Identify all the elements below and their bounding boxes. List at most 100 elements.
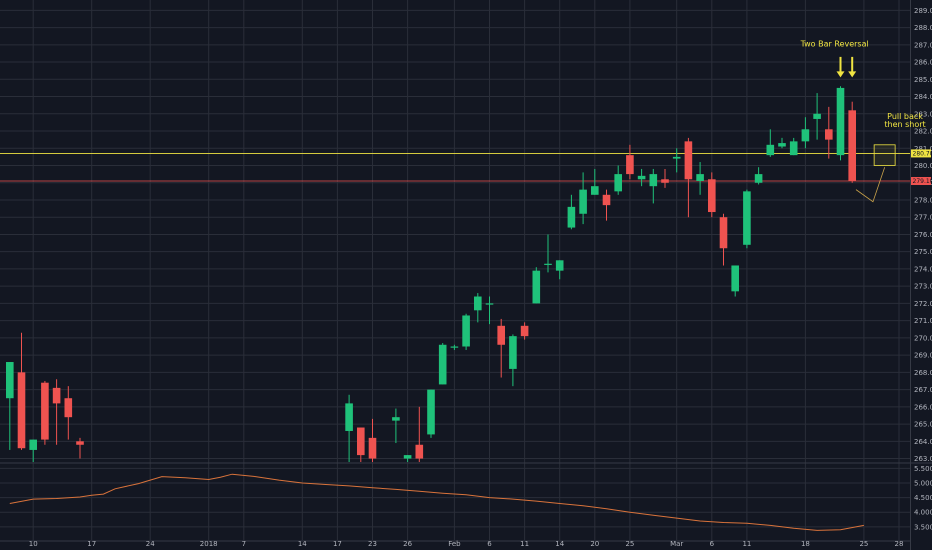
candle-body	[474, 296, 482, 311]
candle-up	[532, 267, 541, 304]
price-badge-label: 279.10	[913, 178, 932, 185]
x-tick-label: 24	[146, 540, 155, 548]
y-tick-label: 270.00	[914, 334, 932, 342]
candle-down	[719, 213, 728, 266]
candle-body	[567, 206, 576, 228]
candle-up	[614, 165, 622, 195]
x-tick-label: 25	[859, 540, 868, 548]
candle-down	[17, 332, 26, 450]
candle-up	[544, 234, 552, 273]
candle-down	[708, 172, 716, 218]
indicator-pane	[9, 473, 864, 531]
x-tick-label: 2018	[200, 540, 218, 548]
candle-down	[415, 406, 424, 462]
candle-down	[626, 144, 634, 180]
candle-up	[567, 194, 576, 230]
candle-body	[368, 437, 377, 459]
y-tick-label: 289.00	[914, 7, 932, 15]
target-zone-box	[873, 144, 896, 166]
annotation-pull-back-line: Pull back	[887, 112, 923, 121]
candle-down	[41, 380, 49, 445]
y-tick-label: 276.00	[914, 231, 932, 239]
candle-body	[544, 263, 552, 265]
x-tick-label: 14	[298, 540, 307, 548]
candle-down	[357, 427, 365, 462]
candle-up	[29, 439, 37, 462]
x-tick-label: 25	[625, 540, 634, 548]
candle-down	[684, 137, 693, 218]
candle-down	[520, 322, 529, 340]
x-tick-label: 10	[29, 540, 38, 548]
candle-down	[848, 101, 856, 183]
candle-body	[345, 403, 353, 431]
candle-body	[754, 174, 763, 183]
candle-body	[766, 144, 775, 156]
projected-path	[855, 167, 886, 203]
candle-body	[637, 175, 646, 180]
x-tick-label: 23	[368, 540, 377, 548]
candle-up	[427, 389, 435, 438]
x-tick-label: 20	[590, 540, 599, 548]
candle-up	[836, 86, 845, 161]
x-tick-label: 14	[555, 540, 564, 548]
candle-down	[52, 379, 61, 445]
candle-up	[579, 172, 587, 225]
candle-up	[649, 168, 658, 204]
candle-up	[485, 296, 494, 325]
candle-up	[438, 343, 447, 385]
y-tick-label: 285.00	[914, 76, 932, 84]
candle-up	[450, 344, 459, 350]
candle-body	[696, 174, 704, 182]
price-badge	[911, 149, 931, 158]
candle-body	[614, 174, 622, 192]
y-tick-label: 278.00	[914, 196, 932, 204]
candle-body	[41, 382, 49, 440]
candle-body	[520, 325, 529, 337]
x-tick-label: 11	[520, 540, 529, 548]
x-tick-label: 11	[742, 540, 751, 548]
candle-up	[591, 168, 599, 195]
x-tick-label: Mar	[670, 540, 683, 548]
candle-body	[719, 217, 728, 249]
candle-down	[602, 189, 611, 221]
candle-body	[17, 372, 26, 449]
annotation-pull-back-line: then short	[884, 120, 925, 129]
candle-body	[555, 260, 564, 271]
candle-body	[661, 179, 669, 183]
candle-body	[415, 444, 424, 459]
y-tick-label: 264.00	[914, 438, 932, 446]
candle-body	[532, 270, 541, 304]
annotation-arrow-head	[848, 71, 857, 78]
price-badge-label: 280.70	[913, 151, 932, 158]
y-tick-label: 265.00	[914, 421, 932, 429]
indicator-tick-label: 4.5000	[914, 494, 932, 502]
candle-up	[555, 260, 564, 280]
candle-up	[743, 189, 751, 249]
candle-down	[825, 106, 833, 159]
y-tick-label: 269.00	[914, 352, 932, 360]
candle-body	[848, 110, 856, 182]
candle-up	[696, 162, 704, 195]
x-tick-label: Feb	[448, 540, 461, 548]
y-tick-label: 271.00	[914, 317, 932, 325]
y-tick-label: 280.00	[914, 162, 932, 170]
candle-body	[672, 156, 681, 159]
indicator-tick-label: 4.0000	[914, 509, 932, 517]
candle-body	[357, 427, 365, 456]
y-tick-label: 268.00	[914, 369, 932, 377]
candle-body	[392, 417, 400, 421]
x-tick-label: 26	[403, 540, 412, 548]
candle-body	[438, 344, 447, 385]
x-tick-label: 17	[333, 540, 342, 548]
candle-body	[427, 389, 435, 435]
y-tick-label: 274.00	[914, 265, 932, 273]
candle-body	[497, 325, 505, 345]
x-tick-label: 18	[801, 540, 810, 548]
y-tick-label: 267.00	[914, 386, 932, 394]
y-tick-label: 284.00	[914, 93, 932, 101]
candle-up	[766, 129, 775, 157]
